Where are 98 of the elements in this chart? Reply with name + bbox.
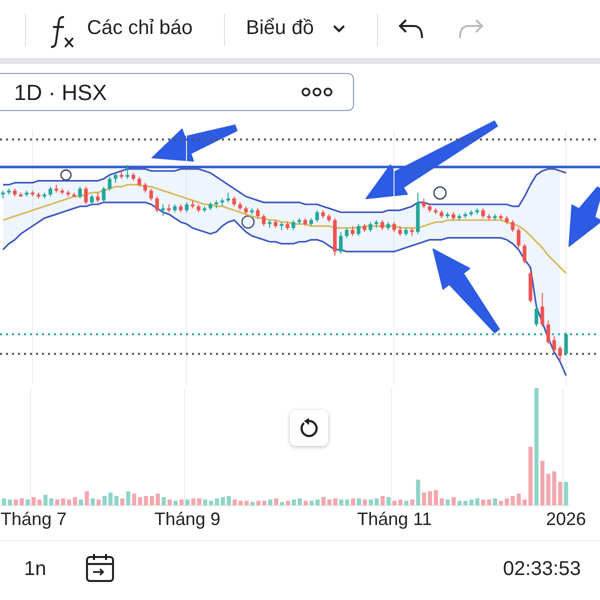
candlestick — [546, 320, 550, 345]
bar — [428, 491, 432, 506]
bar — [463, 500, 468, 506]
candlestick — [232, 196, 236, 207]
bar — [209, 500, 214, 506]
bar — [168, 500, 172, 506]
bar — [386, 497, 391, 506]
bar — [315, 500, 320, 506]
bar — [392, 500, 397, 506]
candlestick — [380, 220, 384, 230]
candlestick — [422, 198, 426, 209]
candlestick — [184, 202, 189, 213]
candlestick — [48, 186, 52, 198]
bar — [244, 500, 249, 506]
candlestick — [96, 192, 100, 203]
bar — [67, 500, 72, 506]
bar — [404, 500, 408, 506]
bar — [8, 500, 12, 506]
bar — [138, 497, 142, 506]
bar — [37, 500, 42, 506]
candlestick — [392, 222, 396, 232]
bar — [410, 500, 414, 506]
bar — [564, 482, 568, 506]
bar — [26, 500, 30, 506]
candlestick — [262, 214, 266, 227]
candlestick — [143, 182, 148, 194]
candlestick — [558, 346, 562, 362]
candlestick — [315, 210, 319, 223]
bar — [179, 500, 184, 506]
bar — [452, 497, 456, 506]
bar — [78, 500, 83, 506]
bar — [185, 500, 190, 506]
candlestick — [90, 194, 94, 205]
text: 1n — [24, 558, 46, 581]
candlestick — [108, 176, 112, 192]
candlestick — [226, 192, 230, 203]
bar — [498, 500, 504, 506]
bar — [150, 496, 154, 506]
x-tick-label: Tháng 9 — [154, 509, 220, 530]
bar — [84, 491, 89, 506]
text: 02:33:53 — [503, 558, 581, 581]
bar — [446, 500, 450, 506]
bar — [422, 492, 426, 506]
candlestick — [344, 227, 349, 238]
candlestick — [534, 306, 538, 327]
bar — [43, 494, 48, 506]
x-tick-label: Tháng 7 — [0, 509, 67, 530]
candlestick — [114, 172, 118, 184]
bar — [268, 500, 272, 506]
chart-title: 1D · HSX — [14, 80, 107, 106]
text: Các chỉ báo — [87, 17, 193, 40]
bar — [72, 497, 78, 506]
bar — [528, 446, 533, 506]
candlestick — [292, 220, 296, 230]
bar — [108, 492, 113, 506]
candlestick — [350, 226, 354, 236]
candlestick — [84, 186, 88, 205]
bar — [398, 500, 402, 506]
candlestick — [78, 186, 82, 199]
bar — [90, 498, 95, 506]
candlestick — [338, 231, 343, 254]
bar — [32, 497, 36, 506]
bar — [144, 496, 148, 506]
candlestick — [552, 336, 556, 352]
bar — [132, 494, 136, 506]
candlestick — [155, 196, 159, 213]
bar — [174, 500, 178, 506]
bar — [534, 388, 539, 506]
bar — [156, 494, 160, 506]
x-tick-label: 2026 — [546, 509, 586, 530]
candlestick — [149, 188, 153, 201]
bar — [310, 500, 314, 506]
candlestick — [126, 164, 130, 180]
bar — [162, 497, 166, 506]
bar — [416, 480, 420, 506]
bar — [380, 496, 385, 506]
bar — [304, 500, 308, 506]
candlestick — [161, 204, 165, 217]
x-tick-label: Tháng 11 — [357, 509, 432, 530]
bar — [102, 496, 107, 506]
bar — [114, 496, 118, 506]
bar — [362, 500, 367, 506]
candlestick — [398, 226, 402, 236]
candlestick — [522, 243, 526, 264]
candlestick — [481, 208, 485, 219]
candlestick — [540, 292, 544, 327]
candlestick — [102, 186, 106, 203]
bar — [96, 500, 101, 506]
candlestick — [516, 227, 520, 248]
candlestick — [356, 224, 360, 236]
candlestick — [368, 222, 372, 232]
bar — [321, 497, 326, 506]
bar — [286, 500, 290, 506]
bar — [203, 500, 208, 506]
text: Biểu đồ — [246, 17, 314, 40]
bar — [457, 500, 462, 506]
bar — [126, 491, 130, 506]
candlestick — [510, 220, 515, 232]
